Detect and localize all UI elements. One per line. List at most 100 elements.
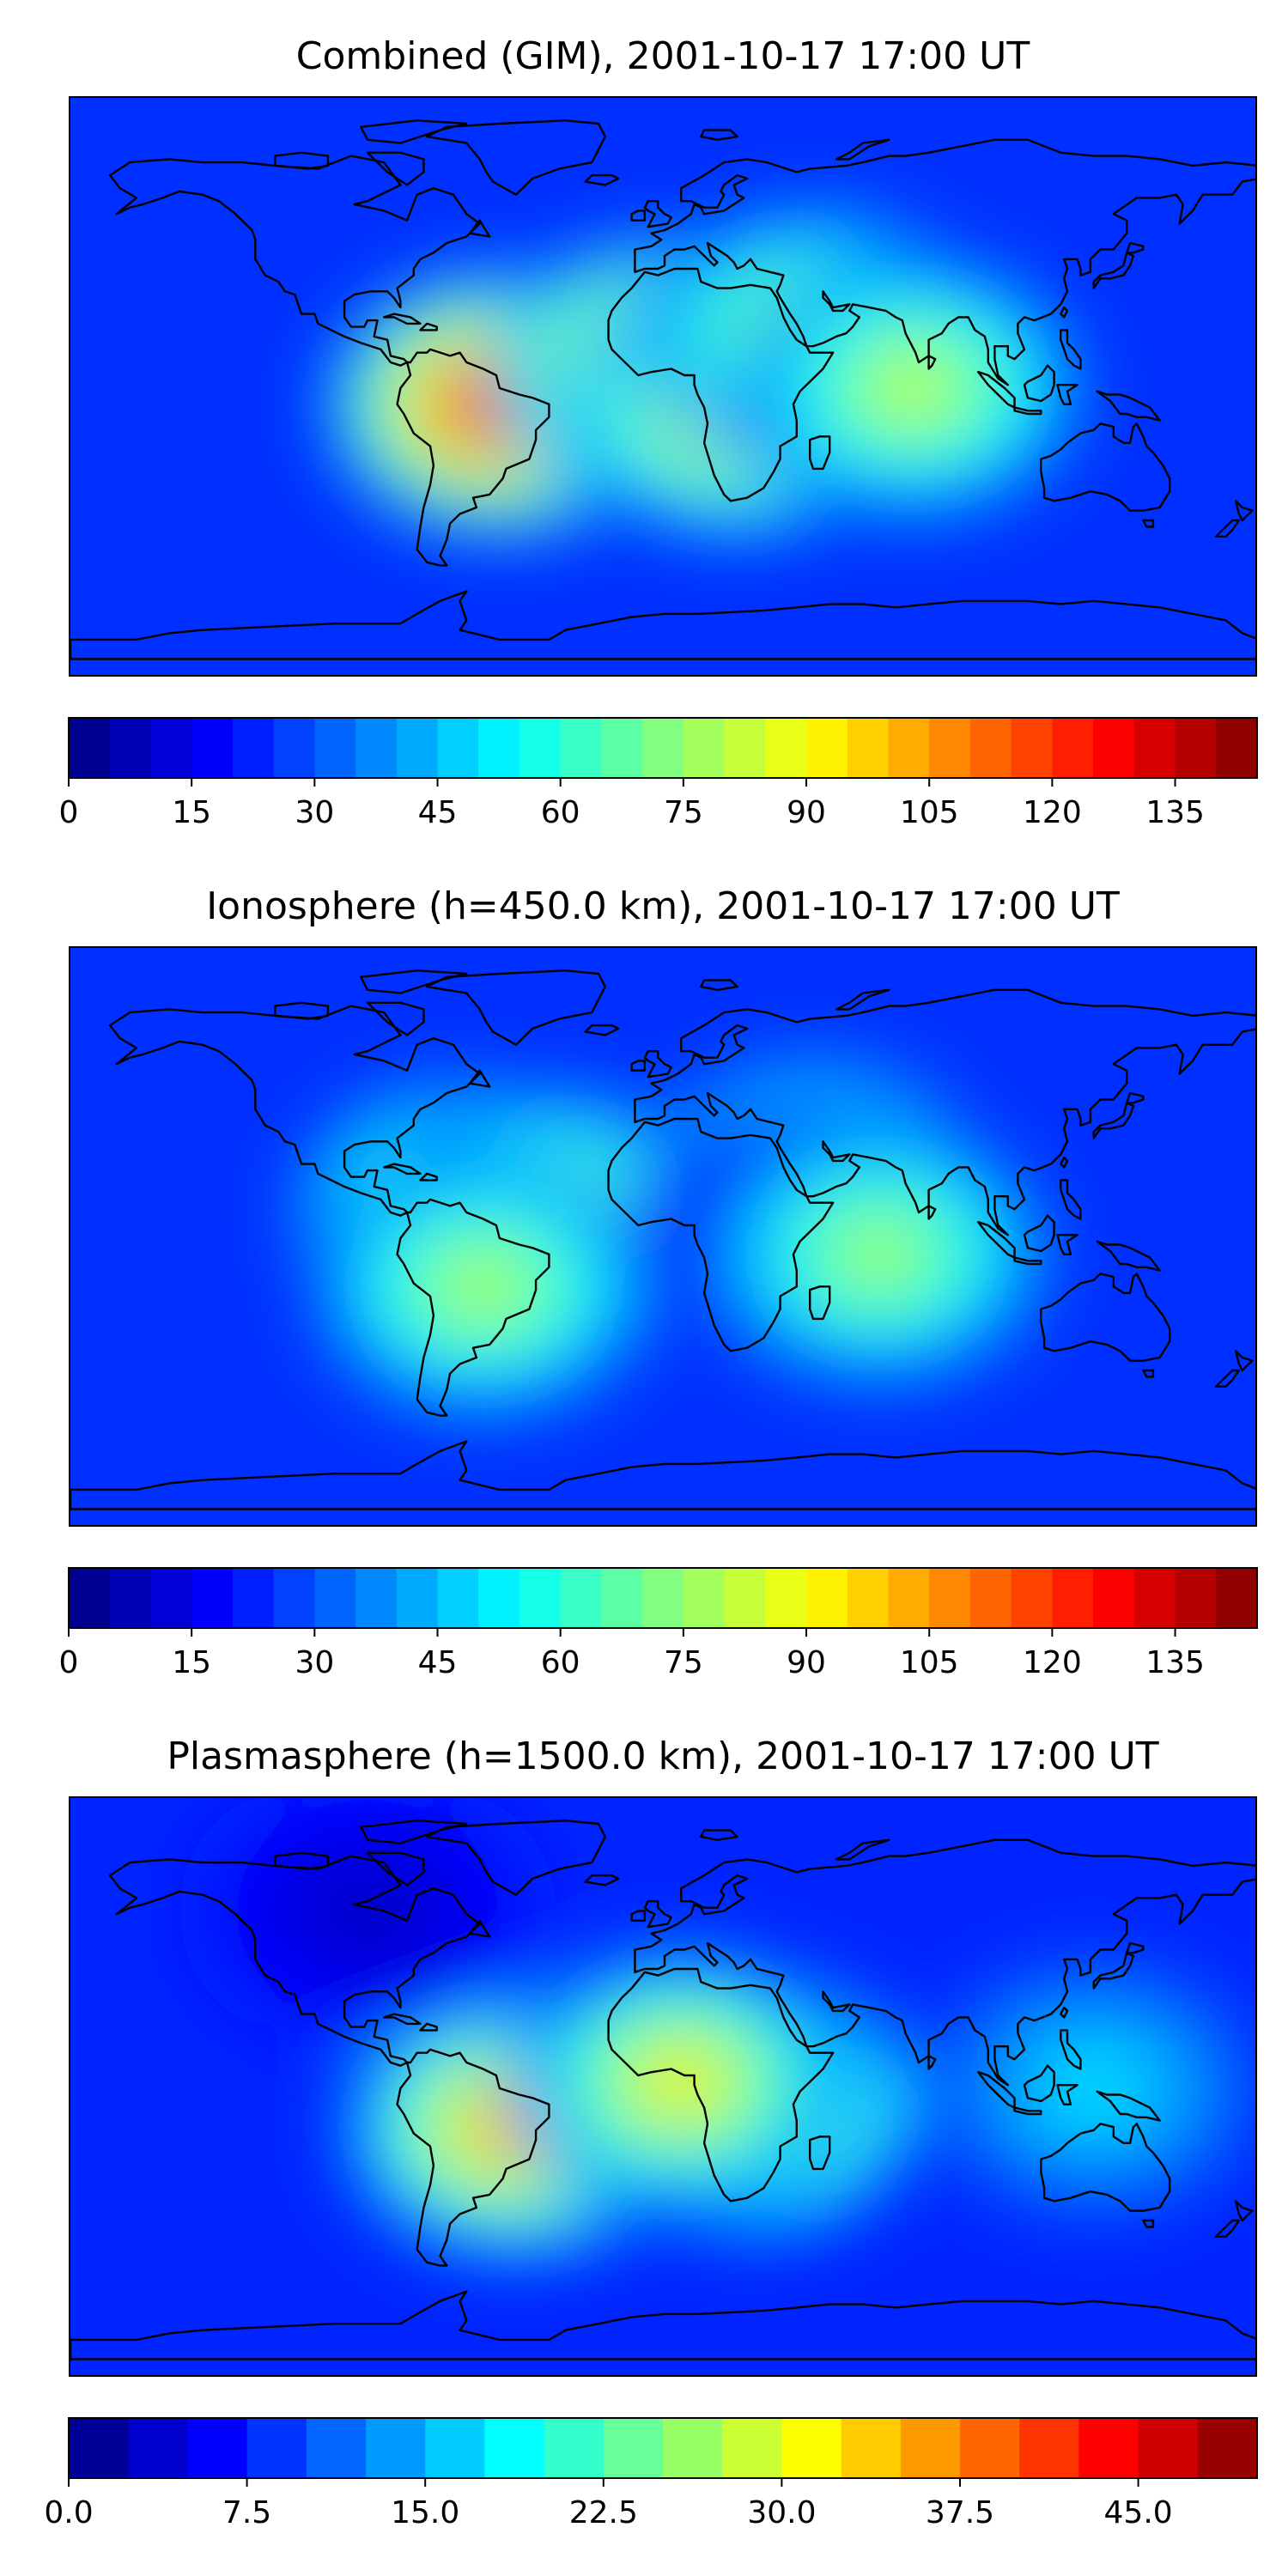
colorbar-tick-label: 75 [664, 795, 703, 830]
colorbar-segment [1138, 2418, 1199, 2478]
coastline-japan [1092, 1102, 1135, 1139]
colorbar-segment [683, 718, 726, 778]
coastline-hispaniola [419, 322, 438, 331]
coastline-arabia-gulf [822, 1140, 851, 1163]
coastline-sulawesi [1056, 384, 1078, 405]
colorbar-tick-label: 37.5 [926, 2495, 994, 2530]
coastline-sri-lanka [927, 2055, 937, 2070]
colorbar-segment [969, 718, 1012, 778]
coastline-south-america [396, 1198, 550, 1417]
colorbar-segment [1216, 1568, 1258, 1628]
colorbar-segment [273, 718, 315, 778]
coastline-ellesmere-island [360, 119, 468, 144]
coastline-new-guinea [1096, 2090, 1161, 2122]
colorbar-segment [806, 1568, 848, 1628]
coastline-iceland [584, 1024, 620, 1036]
tec-heatmap-svg [70, 98, 1255, 675]
colorbar-tick-label: 90 [787, 795, 826, 830]
colorbar-segment [1133, 718, 1176, 778]
coastline-eurasia [634, 138, 1255, 386]
coastline-iceland [584, 173, 620, 186]
colorbar-segment [1133, 1568, 1176, 1628]
colorbar-segment [191, 1568, 234, 1628]
coastline-tasmania [1142, 2219, 1155, 2228]
colorbar-segment [150, 718, 192, 778]
coastline-java [1013, 2106, 1042, 2116]
tec-heatmap-svg [70, 1798, 1255, 2375]
colorbar-segment [109, 718, 151, 778]
colorbar-tick-label: 0 [59, 1645, 79, 1680]
colorbar-tick-label: 45 [418, 795, 458, 830]
colorbar-segment [560, 1568, 602, 1628]
colorbar-tick-label: 15.0 [391, 2495, 459, 2530]
coastline-greenland [426, 119, 606, 196]
coastline-victoria-island [274, 1851, 330, 1870]
colorbar-segment [1052, 1568, 1094, 1628]
colorbar-segment [437, 718, 479, 778]
coastline-new-zealand-north [1234, 1350, 1254, 1372]
coastline-new-zealand-south [1214, 2219, 1241, 2238]
colorbar-segment [683, 1568, 726, 1628]
colorbar-segment [960, 2418, 1020, 2478]
coastline-new-zealand-north [1234, 2200, 1254, 2222]
colorbar-segment [603, 2418, 664, 2478]
coastline-cuba [383, 1163, 422, 1176]
coastline-hispaniola [419, 1172, 438, 1182]
colorbar-segment [1093, 718, 1135, 778]
colorbar-segment [929, 718, 971, 778]
colorbar-tick-label: 15 [172, 1645, 211, 1680]
coastline-tasmania [1142, 1369, 1155, 1378]
coastline-australia [1040, 422, 1171, 512]
coastline-new-zealand-south [1214, 1369, 1241, 1388]
chart-title: Ionosphere (h=450.0 km), 2001-10-17 17:0… [206, 884, 1120, 928]
coastline-baffin-island [366, 151, 425, 186]
colorbar-segment [306, 2418, 367, 2478]
colorbar-segment [663, 2418, 723, 2478]
colorbar-tick-label: 60 [541, 795, 580, 830]
coastline-new-guinea [1096, 390, 1161, 422]
colorbar-segment [366, 2418, 426, 2478]
colorbar-segment [1052, 718, 1094, 778]
colorbar-svg: 0 15 30 45 60 75 90 105 120 135 [59, 1567, 1258, 1680]
colorbar-tick-label: 15 [172, 795, 211, 830]
colorbar-segment [69, 718, 111, 778]
colorbar-segment [969, 1568, 1012, 1628]
coastline-eurasia [634, 1838, 1255, 2087]
coastline-taiwan [1060, 2006, 1069, 2019]
coastline-africa [607, 1967, 835, 2202]
colorbar-tick-label: 30 [295, 795, 334, 830]
coastline-australia [1040, 1273, 1171, 1362]
colorbar-segment [1011, 718, 1053, 778]
colorbar-svg: 0.0 7.5 15.0 22.5 30.0 37.5 45.0 [44, 2417, 1258, 2530]
colorbar-frame [68, 1567, 1258, 1629]
coastline-ellesmere-island [360, 969, 468, 994]
coastline-baffin-island [366, 1851, 425, 1886]
coastline-japan [1092, 1952, 1135, 1990]
coastline-philippines [1060, 329, 1082, 370]
colorbar: 0 15 30 45 60 75 90 105 120 135 [59, 717, 1258, 830]
coastlines [70, 1820, 1255, 2360]
coastline-arabia-gulf [822, 1990, 851, 2013]
colorbar-segment [642, 718, 684, 778]
colorbar-segment [601, 718, 643, 778]
coastline-africa [607, 267, 835, 502]
coastline-iceland [584, 1874, 620, 1886]
coastline-java [1013, 1256, 1042, 1266]
coastline-sulawesi [1056, 2084, 1078, 2105]
coastline-north-america [108, 1855, 481, 2067]
colorbar-segment [1019, 2418, 1079, 2478]
coastline-philippines [1060, 2029, 1082, 2070]
coastline-borneo [1023, 1214, 1055, 1253]
coastline-arabia-gulf [822, 290, 851, 313]
colorbar-tick-label: 120 [1023, 795, 1082, 830]
coastline-great-britain [643, 1899, 672, 1929]
colorbar-tick-label: 90 [787, 1645, 826, 1680]
colorbar-segment [722, 2418, 782, 2478]
coastline-new-zealand-north [1234, 500, 1254, 522]
colorbar-tick-label: 135 [1145, 1645, 1205, 1680]
coastline-new-guinea [1096, 1240, 1161, 1272]
coastline-hispaniola [419, 2022, 438, 2032]
colorbar-segment [187, 2418, 248, 2478]
coastline-madagascar [809, 435, 831, 471]
tec-contour-indian-ocean [849, 1231, 908, 1277]
